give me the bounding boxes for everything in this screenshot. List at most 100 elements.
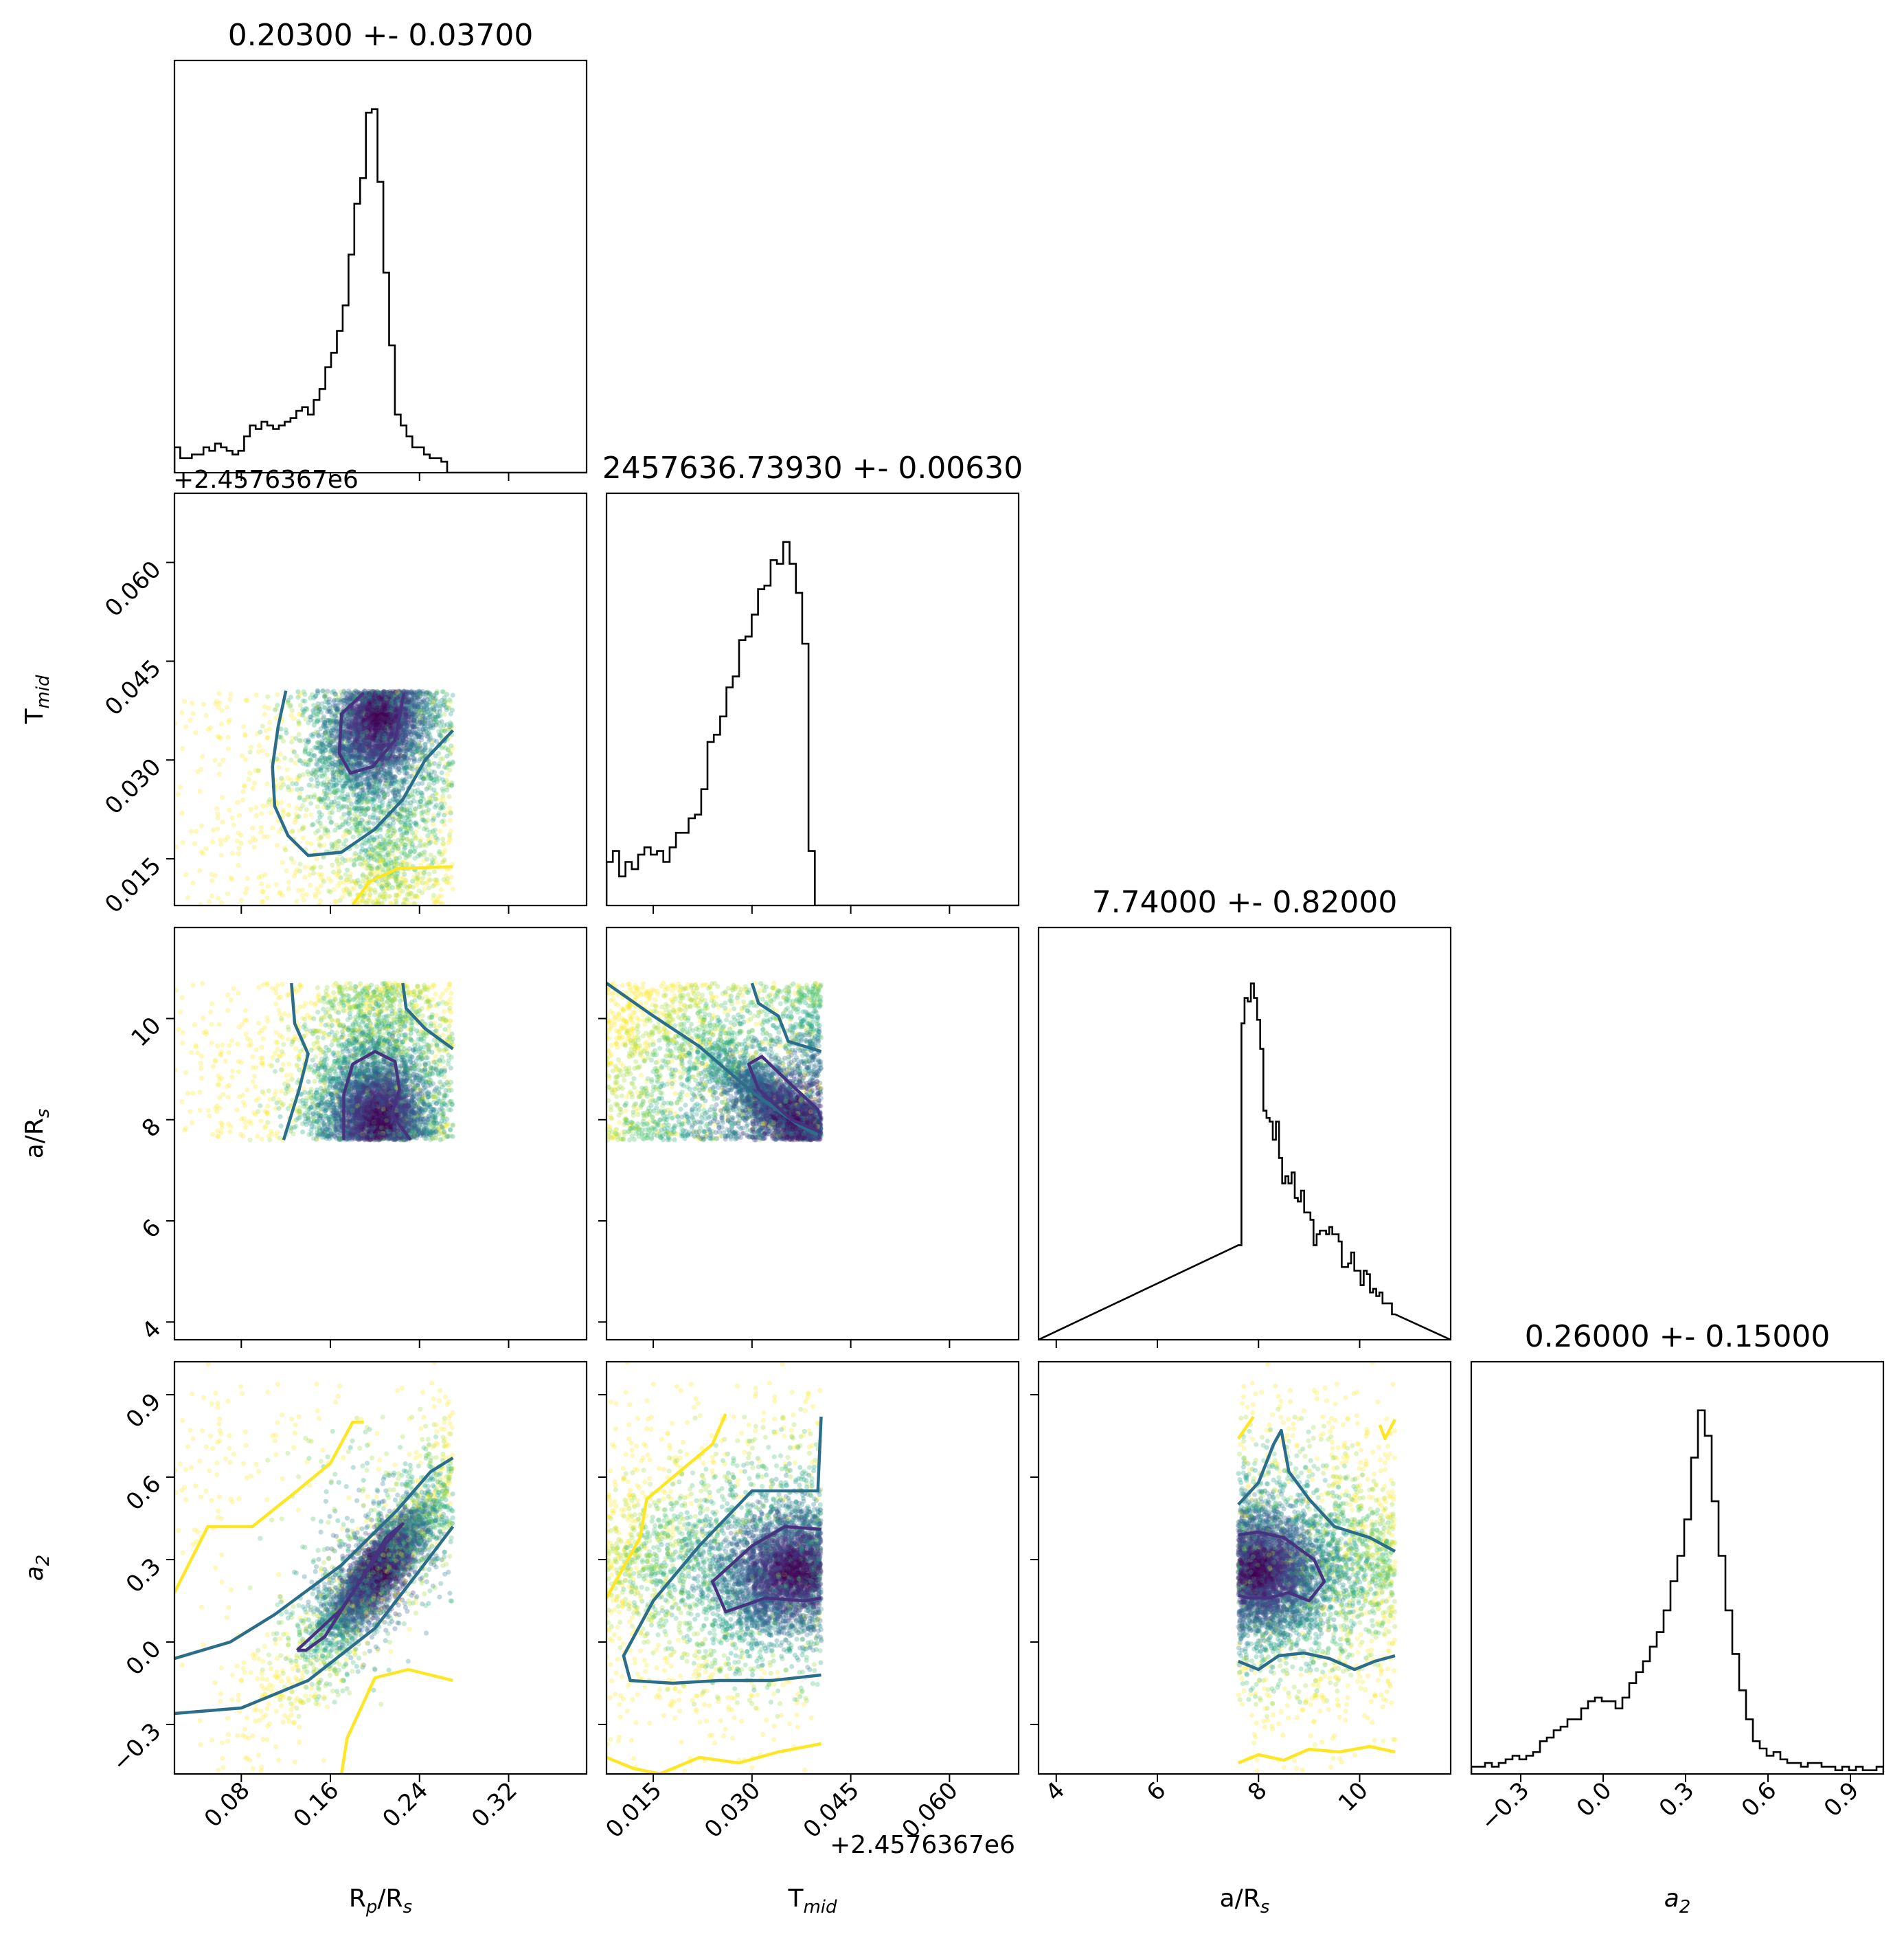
scatter-point (350, 723, 356, 728)
scatter-point (431, 881, 438, 888)
scatter-point (418, 774, 423, 780)
scatter-point (409, 728, 415, 734)
scatter-point (308, 794, 313, 800)
scatter-point (349, 696, 354, 701)
scatter-point (369, 688, 375, 695)
scatter-point (228, 691, 234, 697)
scatter-point (347, 731, 352, 737)
scatter-point (236, 862, 241, 868)
scatter-point (400, 814, 405, 820)
scatter-point (285, 697, 291, 704)
scatter-point (344, 887, 350, 892)
scatter-point (396, 783, 402, 789)
scatter-point (326, 696, 332, 702)
scatter-point (447, 832, 453, 838)
scatter-point (296, 732, 302, 737)
scatter-point (339, 895, 345, 900)
scatter-point (415, 704, 420, 710)
scatter-point (421, 827, 427, 832)
scatter-point (385, 723, 392, 728)
scatter-point (393, 689, 399, 695)
scatter-point (321, 783, 326, 788)
scatter-point (423, 881, 429, 886)
scatter-point (323, 699, 328, 705)
scatter-point (372, 806, 377, 812)
scatter-point (350, 886, 355, 892)
scatter-point (332, 713, 338, 719)
scatter-point (442, 822, 447, 828)
scatter-point (412, 721, 418, 727)
scatter-point (431, 738, 437, 743)
scatter-point (442, 712, 447, 717)
scatter-point (392, 875, 398, 880)
scatter-point (323, 764, 328, 769)
scatter-point (403, 842, 409, 848)
scatter-point (333, 763, 339, 768)
scatter-point (380, 879, 385, 884)
scatter-point (434, 778, 440, 784)
scatter-point (360, 699, 365, 705)
scatter-point (333, 796, 339, 801)
scatter-point (385, 739, 391, 744)
scatter-point (305, 840, 310, 846)
scatter-point (265, 694, 271, 699)
scatter-point (398, 881, 403, 887)
scatter-point (256, 749, 261, 754)
scatter-point (434, 739, 440, 744)
scatter-point (391, 688, 396, 694)
scatter-point (440, 804, 445, 810)
scatter-point (359, 744, 364, 750)
scatter-point (285, 775, 291, 780)
scatter-point (390, 831, 396, 836)
scatter-point (346, 753, 352, 758)
scatter-point (209, 878, 215, 884)
scatter-point (321, 761, 327, 767)
scatter-point (326, 707, 331, 712)
scatter-point (396, 747, 402, 752)
scatter-point (231, 822, 236, 828)
scatter-point (366, 826, 372, 831)
scatter-point (399, 851, 405, 856)
scatter-point (372, 700, 377, 706)
scatter-point (250, 825, 256, 831)
scatter-point (399, 880, 405, 886)
scatter-point (446, 706, 451, 711)
scatter-point (393, 701, 398, 707)
scatter-point (409, 704, 415, 710)
scatter-point (360, 872, 366, 877)
scatter-point (319, 812, 325, 818)
scatter-point (413, 875, 419, 881)
scatter-point (266, 706, 271, 711)
scatter-point (259, 881, 264, 886)
scatter-point (256, 768, 261, 774)
scatter-point (387, 699, 392, 704)
scatter-point (428, 785, 433, 791)
scatter-point (386, 828, 392, 833)
scatter-point (363, 735, 369, 741)
scatter-point (356, 759, 362, 765)
scatter-point (367, 886, 374, 891)
scatter-point (218, 735, 223, 741)
scatter-point (303, 716, 308, 721)
scatter-point (352, 710, 359, 715)
scatter-point (381, 704, 387, 710)
scatter-point (416, 824, 422, 829)
scatter-point (365, 775, 371, 781)
scatter-point (370, 692, 375, 698)
scatter-point (218, 838, 223, 843)
scatter-point (190, 701, 195, 706)
scatter-point (308, 841, 314, 846)
scatter-point (356, 852, 362, 857)
scatter-point (375, 707, 381, 712)
scatter-point (370, 712, 376, 718)
scatter-point (359, 715, 364, 720)
scatter-point (297, 758, 303, 764)
scatter-point (438, 805, 443, 811)
scatter-point (294, 805, 299, 811)
scatter-point (308, 732, 314, 738)
scatter-point (308, 800, 314, 806)
scatter-point (406, 713, 411, 719)
scatter-point (364, 743, 370, 750)
scatter-point (361, 696, 367, 701)
scatter-point (302, 864, 308, 870)
